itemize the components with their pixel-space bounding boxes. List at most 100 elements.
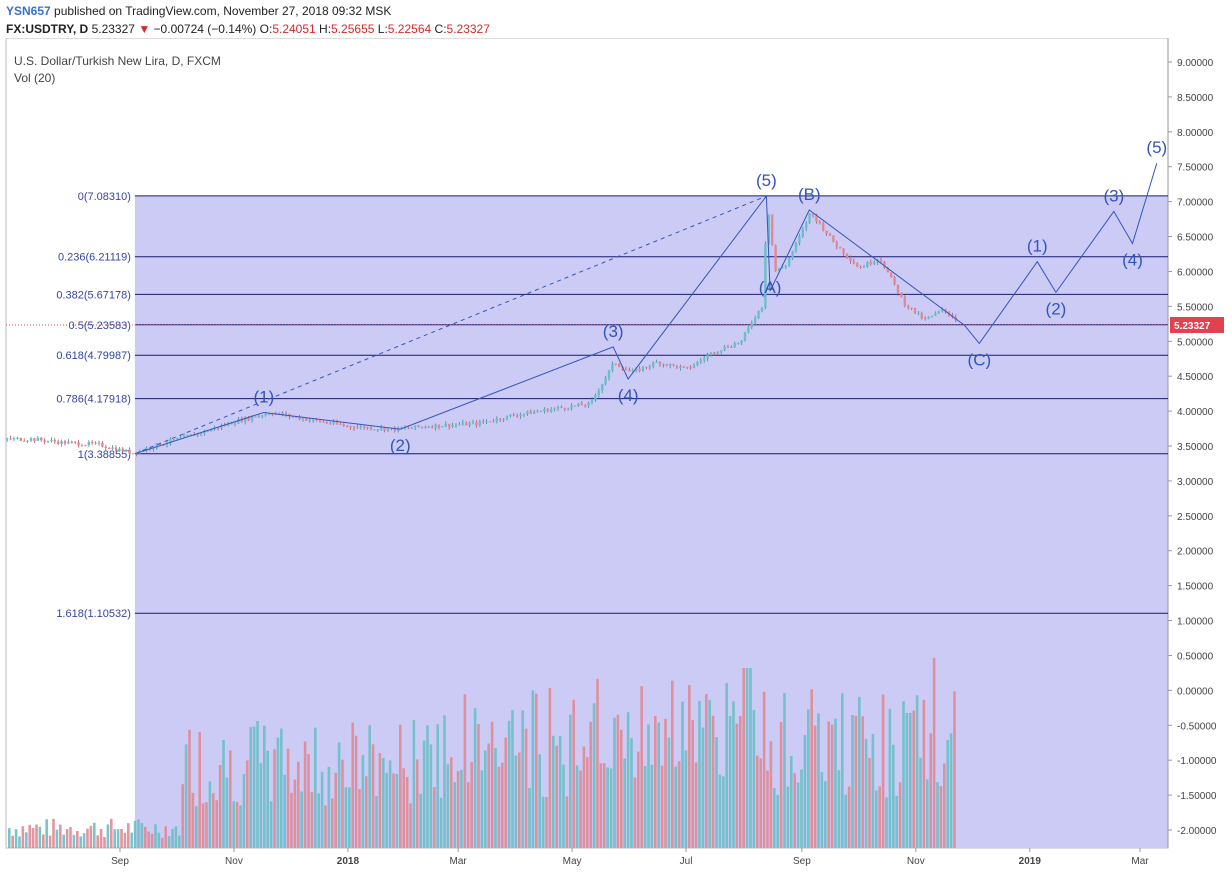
volume-bar <box>796 782 800 848</box>
candle-body <box>917 313 920 315</box>
candle-body <box>431 426 434 428</box>
candle-body <box>788 258 791 266</box>
candle <box>23 438 26 442</box>
price-chart[interactable]: 9.00000 8.50000 8.00000 7.50000 7.00000 6.500… <box>0 38 1232 881</box>
candle-body <box>645 366 648 368</box>
candle <box>784 264 787 270</box>
candle <box>199 432 203 437</box>
candle <box>257 414 260 418</box>
volume-bar <box>779 722 783 848</box>
candle-body <box>369 427 373 430</box>
candle-body <box>689 367 692 369</box>
candle <box>305 417 308 422</box>
volume-bar <box>626 712 630 848</box>
fib-level-label: 0.382(5.67178) <box>56 289 131 301</box>
candle <box>386 428 390 433</box>
candle <box>842 247 845 257</box>
candle-body <box>737 343 740 345</box>
volume-bar <box>548 688 552 848</box>
volume-bar <box>511 710 514 848</box>
candle <box>108 447 111 450</box>
candle-body <box>376 429 379 431</box>
candle-body <box>818 221 821 224</box>
volume-bar <box>42 834 45 848</box>
candle <box>342 423 345 427</box>
volume-bar <box>875 790 878 848</box>
candle <box>233 422 237 427</box>
candle <box>573 405 577 407</box>
volume-bar <box>147 831 150 848</box>
volume-bar <box>201 803 205 848</box>
volume-bar <box>439 797 443 848</box>
volume-bar <box>208 781 212 848</box>
candle-body <box>155 443 158 449</box>
candle-body <box>842 248 845 254</box>
candle-body <box>169 439 172 444</box>
volume-bar <box>654 715 657 848</box>
volume-bar <box>307 754 310 848</box>
candle-body <box>87 441 90 445</box>
candle-body <box>284 414 288 416</box>
volume-bar <box>28 824 31 848</box>
volume-bar <box>749 668 752 848</box>
candle <box>845 253 849 260</box>
candle-body <box>825 230 828 234</box>
candle-body <box>553 408 556 410</box>
candle-body <box>451 424 454 427</box>
candle <box>118 446 121 452</box>
volume-bar <box>184 744 188 848</box>
candle-body <box>322 421 325 423</box>
volume-bar <box>494 748 497 848</box>
volume-bar <box>487 743 490 848</box>
candle-body <box>652 362 655 367</box>
candle-body <box>441 426 444 428</box>
candle <box>910 307 913 311</box>
volume-bar <box>497 766 501 848</box>
author-link[interactable]: YSN657 <box>6 4 51 18</box>
candle-body <box>675 365 679 369</box>
candle-body <box>648 366 651 368</box>
candle <box>465 421 468 426</box>
close-label: C: <box>434 22 447 36</box>
y-tick-label: 2.00000 <box>1177 547 1214 558</box>
candle-body <box>686 366 689 368</box>
candle <box>839 246 842 249</box>
candle <box>553 407 556 412</box>
fib-level-label: 1.618(1.10532) <box>56 608 131 620</box>
volume-bar <box>565 796 569 848</box>
volume-bar <box>803 735 807 848</box>
candle <box>417 424 420 428</box>
volume-bar <box>715 737 718 848</box>
candle <box>862 264 866 268</box>
candle-body <box>757 311 760 319</box>
candle-body <box>822 223 825 231</box>
candle <box>40 436 43 442</box>
candle <box>692 363 696 369</box>
candle <box>903 295 906 308</box>
candle-body <box>332 421 335 424</box>
candle-body <box>556 407 560 409</box>
candle <box>216 427 220 431</box>
volume-bar <box>280 728 283 848</box>
candle-body <box>448 423 451 427</box>
candle-body <box>601 384 604 391</box>
volume-bar <box>222 739 225 848</box>
fib-level-label: 1(3.38855) <box>78 449 131 461</box>
volume-bar <box>371 744 375 848</box>
candle-body <box>563 407 566 409</box>
candle-body <box>278 412 281 414</box>
candle <box>913 307 917 314</box>
volume-bar <box>144 826 147 848</box>
volume-bar <box>793 773 796 848</box>
candle-body <box>91 441 94 444</box>
volume-bar <box>103 837 106 848</box>
candle <box>512 412 515 417</box>
candle-body <box>771 214 774 246</box>
candle <box>733 341 736 349</box>
volume-bar <box>297 761 300 848</box>
volume-bar <box>409 803 412 848</box>
candle-body <box>883 261 886 268</box>
volume-bar <box>433 787 436 848</box>
volume-bar <box>674 766 677 848</box>
candle <box>434 423 437 431</box>
